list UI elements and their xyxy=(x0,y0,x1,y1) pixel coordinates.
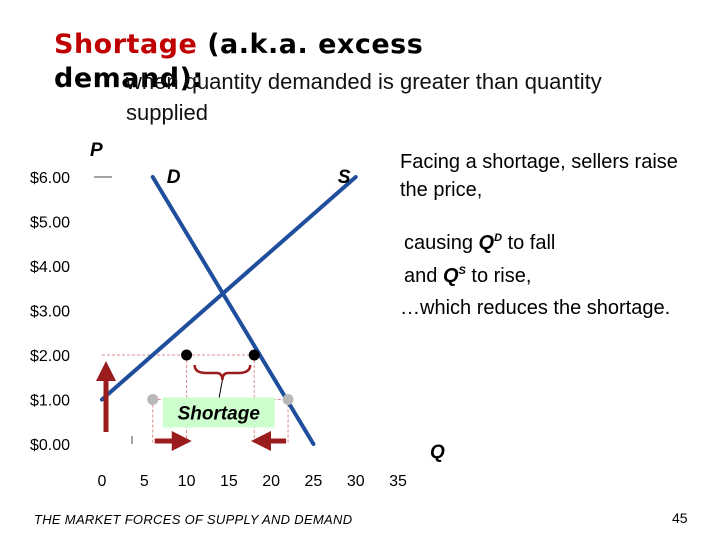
title-rest: (a.k.a. excess demand): xyxy=(54,29,424,94)
x-tick-label: 15 xyxy=(220,473,238,490)
x-tick-label: 10 xyxy=(178,473,196,490)
qd-symbol: QD xyxy=(478,232,503,254)
y-axis-label: P xyxy=(90,140,103,161)
note2-text-c: and xyxy=(404,265,443,287)
note-reduces-shortage: …which reduces the shortage. xyxy=(400,297,671,319)
demand-curve-label: D xyxy=(167,167,181,188)
page-number: 45 xyxy=(672,510,688,526)
y-tick-label: $1.00 xyxy=(30,393,70,410)
x-tick-label: 0 xyxy=(98,473,107,490)
y-tick-label: $3.00 xyxy=(30,304,70,321)
y-tick-label: $2.00 xyxy=(30,348,70,365)
raised-qs-point xyxy=(181,349,193,361)
title-highlight: Shortage xyxy=(54,29,198,60)
note-quantity-changes: causing QD to fall and QS to rise, xyxy=(404,224,704,290)
definition-text: when quantity demanded is greater than q… xyxy=(126,69,602,125)
y-tick-label: $5.00 xyxy=(30,215,70,232)
y-tick-label: $4.00 xyxy=(30,259,70,276)
footer-text: THE MARKET FORCES OF SUPPLY AND DEMAND xyxy=(34,512,353,527)
qs-symbol: QS xyxy=(442,265,466,287)
x-tick-label: 30 xyxy=(347,473,365,490)
x-tick-label: 25 xyxy=(305,473,323,490)
raised-qd-point xyxy=(248,349,260,361)
note-sellers-raise-price: Facing a shortage, sellers raise the pri… xyxy=(400,151,678,201)
note2-text-a: causing xyxy=(404,232,479,254)
x-tick-label: 5 xyxy=(140,473,149,490)
x-tick-label: 35 xyxy=(389,473,407,490)
slide-title: Shortage (a.k.a. excess demand): xyxy=(54,28,484,96)
initial-qd-point xyxy=(282,394,294,405)
y-tick-label: $6.00 xyxy=(30,170,70,187)
x-tick-label: 20 xyxy=(262,473,280,490)
note2-text-d: to rise, xyxy=(465,265,532,287)
x-axis-label: Q xyxy=(430,442,445,463)
shortage-label: Shortage xyxy=(178,404,261,425)
supply-curve-label: S xyxy=(338,167,351,188)
curve-s xyxy=(100,175,358,402)
initial-qs-point xyxy=(147,394,159,405)
shortage-brace xyxy=(193,364,252,381)
shortage-box xyxy=(162,397,275,428)
note2-text-b: to fall xyxy=(502,232,556,254)
y-tick-label: $0.00 xyxy=(30,437,70,454)
